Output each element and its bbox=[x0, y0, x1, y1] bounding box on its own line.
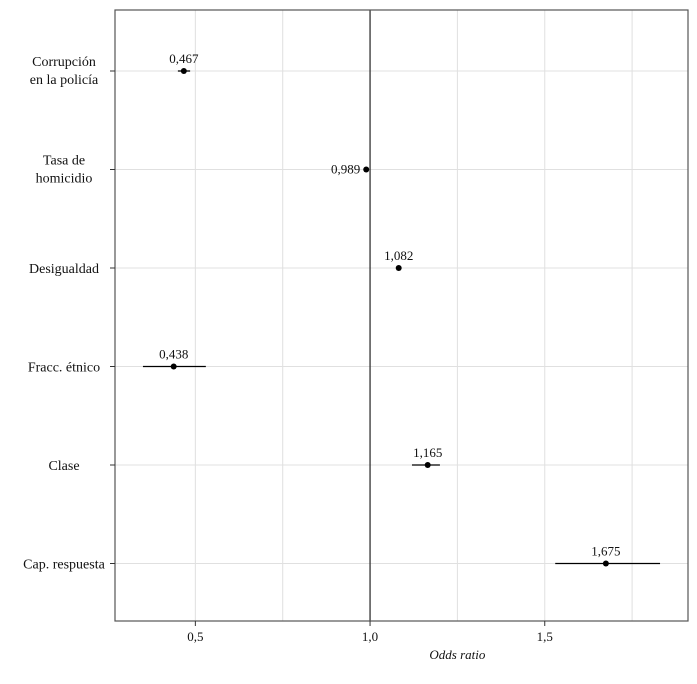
plot-frame bbox=[114, 9, 689, 622]
category-label: Cap. respuesta bbox=[23, 558, 105, 573]
category-label: en la policía bbox=[30, 73, 99, 88]
y-axis-ticks bbox=[110, 70, 115, 564]
category-label: homicidio bbox=[36, 172, 93, 187]
y-axis-labels: Corrupción en la policía Tasa de homicidio D… bbox=[23, 55, 105, 573]
x-tick-label: 1,5 bbox=[537, 629, 553, 644]
data-label: 1,165 bbox=[413, 445, 442, 460]
x-axis-ticks: 0,5 1,0 1,5 bbox=[187, 621, 553, 644]
category-label: Clase bbox=[48, 459, 79, 474]
data-label: 1,675 bbox=[591, 544, 620, 559]
category-label: Fracc. étnico bbox=[28, 361, 100, 376]
point-estimate bbox=[395, 265, 402, 271]
x-axis-title: Odds ratio bbox=[429, 647, 485, 662]
x-tick-label: 0,5 bbox=[187, 629, 203, 644]
point-estimate bbox=[424, 462, 431, 468]
point-estimate bbox=[180, 68, 187, 74]
grid-lines bbox=[115, 10, 688, 621]
data-label: 0,438 bbox=[159, 347, 188, 362]
point-estimate bbox=[602, 560, 609, 567]
data-marks: 0,467 0,989 1,082 0,438 1,165 1,675 bbox=[142, 51, 661, 567]
data-label: 0,989 bbox=[331, 162, 360, 177]
point-estimate bbox=[363, 166, 370, 173]
x-tick-label: 1,0 bbox=[362, 629, 378, 644]
category-label: Tasa de bbox=[43, 154, 85, 169]
data-label: 0,467 bbox=[169, 51, 199, 66]
data-label: 1,082 bbox=[384, 248, 413, 263]
point-estimate bbox=[170, 363, 177, 370]
category-label: Corrupción bbox=[32, 55, 96, 70]
category-label: Desigualdad bbox=[29, 262, 99, 277]
